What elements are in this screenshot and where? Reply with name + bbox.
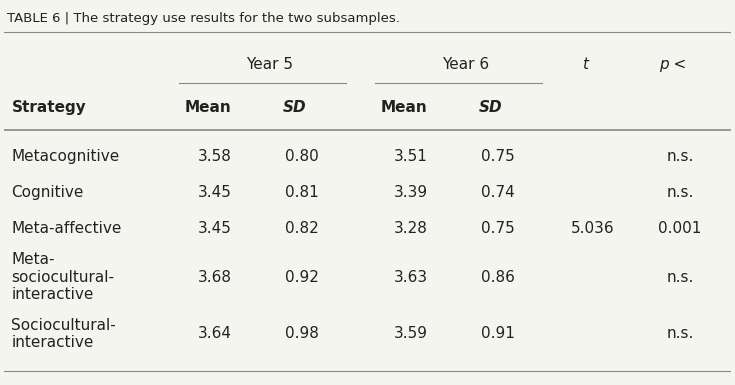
Text: 3.58: 3.58	[198, 149, 232, 164]
Text: 0.001: 0.001	[659, 221, 702, 236]
Text: 0.92: 0.92	[285, 270, 319, 285]
Text: SD: SD	[283, 100, 306, 115]
Text: 3.68: 3.68	[198, 270, 232, 285]
Text: 3.28: 3.28	[394, 221, 428, 236]
Text: Cognitive: Cognitive	[12, 185, 84, 200]
Text: 3.39: 3.39	[394, 185, 429, 200]
Text: 0.81: 0.81	[285, 185, 319, 200]
Text: 3.45: 3.45	[198, 221, 232, 236]
Text: 3.45: 3.45	[198, 185, 232, 200]
Text: Metacognitive: Metacognitive	[12, 149, 120, 164]
Text: 0.91: 0.91	[481, 326, 515, 341]
Text: 0.86: 0.86	[481, 270, 515, 285]
Text: n.s.: n.s.	[667, 326, 694, 341]
Text: Mean: Mean	[184, 100, 231, 115]
Text: Year 6: Year 6	[442, 57, 490, 72]
Text: Year 5: Year 5	[246, 57, 293, 72]
Text: 5.036: 5.036	[571, 221, 614, 236]
Text: Meta-
sociocultural-
interactive: Meta- sociocultural- interactive	[12, 252, 115, 302]
Text: Strategy: Strategy	[12, 100, 86, 115]
Text: 0.75: 0.75	[481, 149, 515, 164]
Text: 0.74: 0.74	[481, 185, 515, 200]
Text: t: t	[583, 57, 589, 72]
Text: 0.75: 0.75	[481, 221, 515, 236]
Text: n.s.: n.s.	[667, 185, 694, 200]
Text: 3.63: 3.63	[394, 270, 429, 285]
Text: Sociocultural-
interactive: Sociocultural- interactive	[12, 318, 116, 350]
Text: TABLE 6 | The strategy use results for the two subsamples.: TABLE 6 | The strategy use results for t…	[7, 12, 401, 25]
Text: 0.82: 0.82	[285, 221, 319, 236]
Text: Meta-affective: Meta-affective	[12, 221, 122, 236]
Text: n.s.: n.s.	[667, 149, 694, 164]
Text: 3.51: 3.51	[394, 149, 428, 164]
Text: n.s.: n.s.	[667, 270, 694, 285]
Text: 0.80: 0.80	[285, 149, 319, 164]
Text: Mean: Mean	[381, 100, 427, 115]
Text: SD: SD	[479, 100, 503, 115]
Text: p <: p <	[659, 57, 686, 72]
Text: 0.98: 0.98	[285, 326, 319, 341]
Text: 3.59: 3.59	[394, 326, 428, 341]
Text: 3.64: 3.64	[198, 326, 232, 341]
